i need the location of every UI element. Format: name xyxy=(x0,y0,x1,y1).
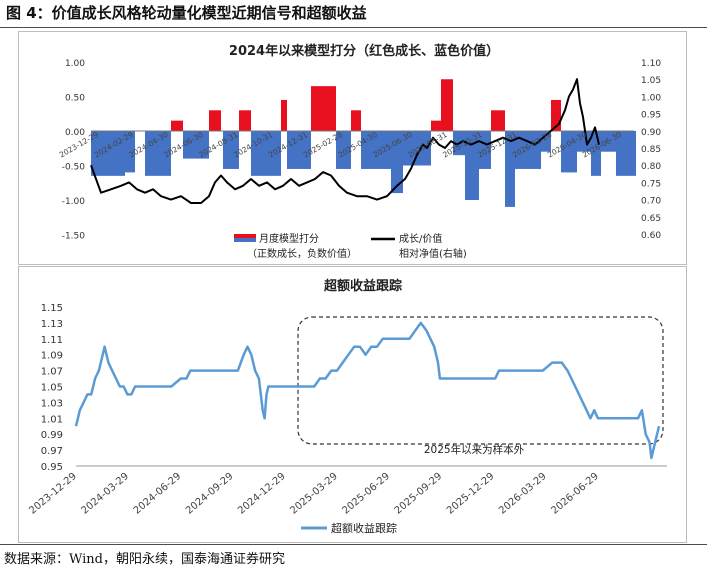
score-bar-growth xyxy=(351,110,361,131)
score-right-tick: 1.05 xyxy=(641,76,661,86)
excess-x-tick: 2025-12-29 xyxy=(445,471,497,517)
excess-y-tick: 1.11 xyxy=(41,335,63,346)
score-right-tick: 0.70 xyxy=(641,197,661,207)
excess-y-tick: 1.09 xyxy=(41,351,63,362)
score-left-tick: 0.50 xyxy=(65,94,85,104)
score-right-axis: 1.10 1.05 1.00 0.95 0.90 0.85 0.80 0.75 0.70 0.65… xyxy=(641,59,661,241)
figure-title: 图 4：价值成长风格轮动量化模型近期信号和超额收益 xyxy=(6,4,367,22)
score-bar-value xyxy=(251,131,281,176)
score-right-tick: 0.85 xyxy=(641,145,661,155)
excess-y-axis: 1.15 1.13 1.11 1.09 1.07 1.05 1.03 1.01 0.99 0.97… xyxy=(41,303,63,473)
excess-chart-panel: 超额收益跟踪 1.15 1.13 1.11 1.09 1.07 1.05 1.03 1.01 0… xyxy=(18,266,687,543)
excess-chart-title: 超额收益跟踪 xyxy=(324,278,402,294)
excess-x-tick: 2025-06-29 xyxy=(341,471,393,517)
score-bar-growth xyxy=(491,110,505,131)
excess-y-tick: 1.05 xyxy=(41,383,63,394)
score-chart-title: 2024年以来模型打分（红色成长、蓝色价值） xyxy=(229,43,499,59)
score-bar-value xyxy=(465,131,479,200)
score-right-tick: 1.00 xyxy=(641,93,661,103)
score-left-tick: 1.00 xyxy=(65,59,85,69)
score-bar-value xyxy=(91,131,125,176)
score-right-tick: 0.65 xyxy=(641,214,661,224)
excess-x-tick: 2024-06-29 xyxy=(132,471,184,517)
score-left-tick: -0.50 xyxy=(62,163,86,173)
score-bar-growth xyxy=(431,120,441,131)
excess-y-tick: 0.99 xyxy=(41,430,63,441)
score-bar-value xyxy=(591,131,601,176)
excess-x-tick: 2025-03-29 xyxy=(288,471,340,517)
bottom-rule xyxy=(0,544,707,545)
excess-y-tick: 0.95 xyxy=(41,462,63,473)
score-legend: 月度模型打分 （正数成长，负数价值） 成长/价值 相对净值(右轴) xyxy=(234,232,467,260)
excess-y-tick: 1.13 xyxy=(41,319,63,330)
score-bar-growth xyxy=(281,99,287,131)
legend-nav-label: 成长/价值 xyxy=(399,232,442,245)
score-bar-growth xyxy=(171,120,183,131)
score-bar-value xyxy=(601,131,616,152)
score-left-tick: -1.50 xyxy=(62,232,86,242)
score-bar-value xyxy=(336,131,351,169)
score-bar-growth xyxy=(441,79,453,131)
score-left-tick: -1.00 xyxy=(62,197,86,207)
excess-y-tick: 1.15 xyxy=(41,303,63,314)
score-right-tick: 0.90 xyxy=(641,128,661,138)
score-bar-value xyxy=(541,131,551,152)
excess-y-tick: 0.97 xyxy=(41,446,63,457)
score-right-tick: 1.10 xyxy=(641,59,661,69)
score-right-tick: 0.95 xyxy=(641,111,661,121)
out-of-sample-box xyxy=(297,316,664,445)
score-right-tick: 0.80 xyxy=(641,162,661,172)
score-left-axis: 1.00 0.50 0.00 -0.50 -1.00 -1.50 xyxy=(62,59,86,242)
score-bar-growth xyxy=(239,110,251,131)
score-right-tick: 0.75 xyxy=(641,179,661,189)
excess-return-line xyxy=(74,321,661,460)
excess-x-tick: 2024-09-29 xyxy=(184,471,236,517)
out-of-sample-label: 2025年以来为样本外 xyxy=(424,443,525,456)
excess-y-tick: 1.03 xyxy=(41,398,63,409)
score-bar-value xyxy=(183,131,209,159)
score-bar-value xyxy=(616,131,636,176)
score-bar-value xyxy=(561,131,577,173)
excess-chart: 超额收益跟踪 1.15 1.13 1.11 1.09 1.07 1.05 1.03 1.01 0… xyxy=(27,278,667,535)
legend-nav-note: 相对净值(右轴) xyxy=(399,247,467,260)
legend-score-swatch-blue xyxy=(234,238,256,242)
excess-x-tick: 2025-09-29 xyxy=(393,471,445,517)
score-bar-value xyxy=(361,131,391,169)
score-bar-value xyxy=(391,131,403,194)
excess-x-axis: 2023-12-29 2024-03-29 2024-06-29 2024-09-29… xyxy=(27,471,601,517)
excess-x-tick: 2026-03-29 xyxy=(497,471,549,517)
top-rule xyxy=(0,27,707,28)
score-left-tick: 0.00 xyxy=(65,128,85,138)
score-chart: 2024年以来模型打分（红色成长、蓝色价值） 1.00 0.50 0.00 -0.50… xyxy=(58,43,662,260)
excess-x-tick: 2026-06-29 xyxy=(549,471,601,517)
excess-x-tick: 2024-03-29 xyxy=(80,471,132,517)
score-bar-value xyxy=(125,131,135,173)
score-bar-value xyxy=(145,131,171,176)
excess-legend: 超额收益跟踪 xyxy=(301,521,397,535)
relative-nav-series xyxy=(90,78,600,204)
score-bar-value xyxy=(287,131,311,169)
score-right-tick: 0.60 xyxy=(641,231,661,241)
score-bar-growth xyxy=(311,86,336,131)
score-bar-value xyxy=(505,131,515,207)
excess-x-tick: 2023-12-29 xyxy=(27,471,79,517)
excess-return-series xyxy=(74,321,661,460)
excess-x-tick: 2024-12-29 xyxy=(236,471,288,517)
score-chart-panel: 2024年以来模型打分（红色成长、蓝色价值） 1.00 0.50 0.00 -0.50… xyxy=(18,31,687,265)
score-bar-growth xyxy=(209,110,221,131)
score-bar-growth xyxy=(551,99,561,131)
excess-y-tick: 1.07 xyxy=(41,367,63,378)
excess-y-tick: 1.01 xyxy=(41,414,63,425)
relative-nav-line xyxy=(90,78,600,204)
source-note: 数据来源：Wind，朝阳永续，国泰海通证券研究 xyxy=(4,552,285,567)
score-bar-value xyxy=(479,131,491,169)
score-bar-value xyxy=(577,131,591,152)
legend-excess-label: 超额收益跟踪 xyxy=(331,521,397,535)
legend-score-note: （正数成长，负数价值） xyxy=(247,247,357,260)
score-bar-value xyxy=(223,131,239,169)
legend-score-label: 月度模型打分 xyxy=(259,232,319,245)
